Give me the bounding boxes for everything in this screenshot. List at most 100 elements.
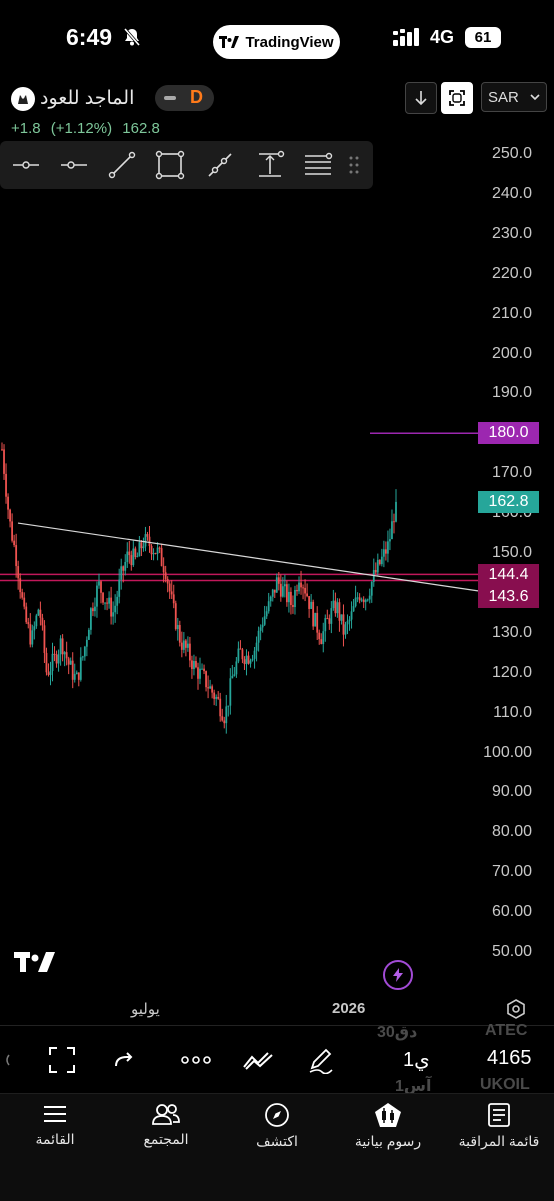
candle-body (342, 614, 345, 635)
candle-body (275, 577, 278, 593)
candle-body (25, 606, 28, 623)
candle-body (283, 584, 286, 587)
candle-body (223, 720, 226, 724)
candle-body (43, 625, 46, 653)
candle-body (77, 672, 80, 680)
toolbar-drag-handle[interactable] (344, 149, 364, 181)
candle-body (241, 649, 244, 660)
price-range-tool[interactable] (254, 149, 286, 181)
candle-body (41, 617, 44, 626)
crop-frame-icon (49, 1047, 75, 1073)
candle-body (318, 632, 321, 640)
price-chart[interactable] (0, 120, 554, 990)
price-change-row: +1.8 (+1.12%) 162.8 (11, 120, 160, 137)
settings-icon[interactable] (505, 998, 527, 1020)
status-time: 6:49 (66, 24, 113, 50)
candle-body (231, 675, 234, 679)
interval-label[interactable]: D (190, 87, 203, 107)
candle-body (79, 657, 82, 680)
tab-watchlist[interactable]: قائمة المراقبة (444, 1102, 554, 1150)
candle-body (166, 578, 169, 584)
candle-body (243, 659, 246, 665)
tradingview-logo-icon (219, 36, 240, 48)
candle-body (330, 608, 333, 624)
candle-body (251, 658, 254, 661)
price-badge: 143.6 (478, 586, 539, 608)
candle-body (136, 556, 139, 558)
candle-body (358, 597, 361, 601)
tab-community[interactable]: المجتمع (111, 1102, 221, 1148)
fib-retracement-icon (305, 152, 333, 175)
candle-body (221, 716, 224, 721)
candle-body (73, 674, 76, 680)
fullscreen-button[interactable] (441, 82, 473, 114)
screenshot-button[interactable] (42, 1042, 82, 1078)
candle-body (281, 586, 284, 597)
more-dots-icon (181, 1056, 211, 1064)
candle-body (21, 592, 24, 598)
candle-body (168, 583, 171, 592)
ray-tool[interactable] (204, 149, 236, 181)
candle-body (336, 602, 339, 614)
redo-button[interactable] (104, 1042, 144, 1078)
tab-explore[interactable]: اكتشف (222, 1102, 332, 1150)
indicators-icon (243, 1052, 273, 1070)
horizontal-line-icon (13, 161, 39, 169)
candle-body (312, 601, 315, 627)
candle-body (144, 534, 147, 547)
candle-body (102, 592, 104, 603)
candle-body (130, 555, 133, 566)
candle-body (257, 630, 260, 643)
tradingview-watermark-icon (14, 952, 55, 972)
battery-indicator: 61 (465, 27, 501, 48)
horizontal-line-tool[interactable] (10, 149, 42, 181)
candle-body (334, 600, 337, 614)
candle-body (368, 595, 371, 600)
candle-body (45, 652, 48, 673)
fib-retracement-tool[interactable] (302, 149, 334, 181)
candle-body (128, 551, 131, 556)
candle-body (269, 596, 272, 602)
tab-menu[interactable]: القائمة (0, 1102, 110, 1148)
current-interval[interactable]: 1ي (403, 1049, 430, 1071)
drawing-pen-button[interactable] (300, 1042, 340, 1078)
candle-body (182, 640, 185, 650)
tradingview-pill[interactable]: TradingView (213, 25, 340, 59)
candle-body (304, 587, 306, 594)
symbol-logo-icon (11, 87, 35, 111)
time-label-year: 2026 (332, 1000, 366, 1017)
candle-body (85, 639, 88, 647)
currency-select[interactable]: SAR (481, 82, 547, 112)
candle-body (176, 625, 179, 630)
candle-body (98, 581, 100, 586)
bolt-button[interactable] (383, 960, 413, 990)
candle-body (67, 658, 70, 665)
candle-body (197, 667, 199, 679)
candle-body (370, 581, 373, 596)
candle-body (100, 581, 102, 593)
candle-body (162, 566, 165, 573)
tab-charts[interactable]: رسوم بيانية (333, 1102, 443, 1150)
candle-body (374, 569, 377, 573)
candle-body (306, 593, 308, 597)
symbol-name[interactable]: الماجد للعود (40, 88, 135, 109)
bottom-divider (0, 1025, 554, 1026)
candle-body (65, 652, 68, 659)
signal-icon (393, 28, 419, 46)
arrow-down-button[interactable] (405, 82, 437, 114)
candle-body (322, 631, 325, 645)
candle-body (116, 596, 119, 606)
candle-body (71, 660, 74, 680)
candle-body (124, 561, 127, 571)
candle-body (338, 602, 341, 621)
candle-body (203, 668, 205, 672)
tab-label: رسوم بيانية (354, 1133, 422, 1149)
indicators-button[interactable] (238, 1042, 278, 1078)
horizontal-ray-tool[interactable] (58, 149, 90, 181)
tab-bar: القائمة المجتمع اكتشف رسوم بيانية قائمة … (0, 1093, 554, 1201)
rectangle-tool[interactable] (154, 149, 186, 181)
more-button[interactable] (176, 1042, 216, 1078)
candle-body (112, 612, 115, 617)
candle-body (279, 583, 282, 597)
trend-line-tool[interactable] (106, 149, 138, 181)
